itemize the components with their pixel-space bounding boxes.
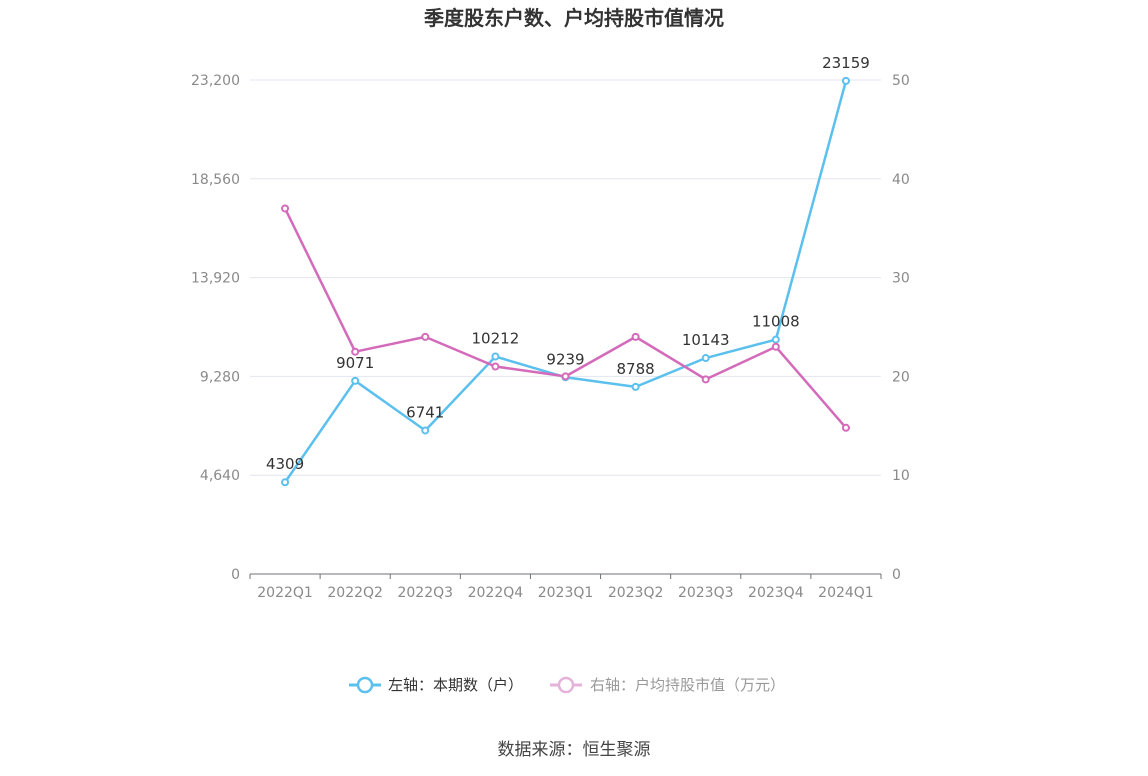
series-1-point [491,352,500,361]
right-axis-tick-label: 50 [892,73,910,89]
legend-left[interactable]: 左轴：本期数（户） [349,676,523,694]
x-axis-tick-label: 2022Q1 [257,585,313,601]
legend-left-marker [356,676,374,694]
right-axis-tick-label: 40 [892,172,910,188]
series-2-point [771,342,780,351]
left-axis-ticks: 0 4,640 9,280 13,920 18,560 23,200 [191,73,240,583]
right-axis-tick-label: 0 [892,567,901,583]
series-points [281,76,850,487]
series-1-point [771,335,780,344]
legend-right-marker [557,676,575,694]
data-label: 9071 [336,354,374,372]
right-axis-tick-label: 20 [892,369,910,385]
legend-left-label: 左轴：本期数（户） [388,676,523,694]
series-1-point [841,76,850,85]
right-axis-ticks: 0 10 20 30 40 50 [892,73,910,583]
x-axis-ticks: 2022Q1 2022Q2 2022Q3 2022Q4 2023Q1 2023Q2 2023… [249,574,882,601]
chart-title: 季度股东户数、户均持股市值情况 [423,6,724,30]
series-2-point [561,372,570,381]
series-1-point [351,376,360,385]
left-axis-tick-label: 13,920 [191,271,240,287]
left-axis-tick-label: 23,200 [191,73,240,89]
left-axis-tick-label: 4,640 [200,468,240,484]
x-axis-tick-label: 2023Q4 [748,585,804,601]
x-axis-tick-label: 2023Q2 [608,585,664,601]
data-label: 23159 [822,54,870,72]
series-2-point [351,347,360,356]
data-label: 4309 [266,455,304,473]
series-1-point [281,478,290,487]
x-axis-tick-label: 2023Q3 [678,585,734,601]
data-label: 8788 [617,360,655,378]
series-2-point [631,332,640,341]
data-label: 9239 [546,350,584,368]
data-label: 10212 [472,330,520,348]
x-axis-tick-label: 2022Q4 [468,585,524,601]
data-source: 数据来源：恒生聚源 [498,740,651,760]
series-line-1 [284,80,848,483]
series-2-point [281,204,290,213]
left-axis-tick-label: 0 [231,567,240,583]
data-label: 10143 [682,331,730,349]
data-labels: 4309 9071 6741 10212 9239 8788 10143 11008 23159 [266,54,870,473]
series-1-point [421,426,430,435]
series-1-point [631,382,640,391]
x-axis-tick-label: 2023Q1 [538,585,594,601]
left-axis-tick-label: 18,560 [191,172,240,188]
left-axis-tick-label: 9,280 [200,369,240,385]
series-2-point [701,375,710,384]
data-label: 11008 [752,313,800,331]
x-axis-tick-label: 2022Q2 [327,585,383,601]
x-axis-tick-label: 2024Q1 [818,585,874,601]
legend-right-label: 右轴：户均持股市值（万元） [590,676,785,694]
right-axis-tick-label: 10 [892,468,910,484]
series-2-point [841,423,850,432]
right-axis-tick-label: 30 [892,271,910,287]
series-1-point [701,354,710,363]
series-2-point [491,362,500,371]
data-label: 6741 [406,403,444,421]
legend-right[interactable]: 右轴：户均持股市值（万元） [550,676,785,694]
series-2-point [421,332,430,341]
x-axis-tick-label: 2022Q3 [397,585,453,601]
series-lines [283,80,848,483]
grid-lines [250,79,881,476]
